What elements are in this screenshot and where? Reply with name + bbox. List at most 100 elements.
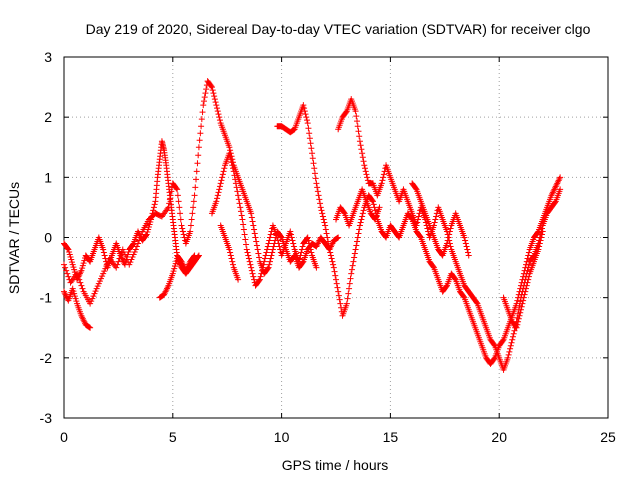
data-point <box>307 246 314 253</box>
data-point <box>314 184 321 191</box>
data-point <box>356 226 363 233</box>
data-point <box>168 188 175 195</box>
data-point <box>343 300 350 307</box>
series-track-10 <box>409 180 472 259</box>
series-track-11 <box>500 228 546 331</box>
data-point <box>248 264 255 271</box>
data-point <box>230 168 237 175</box>
data-point <box>121 251 128 258</box>
x-tick-label: 0 <box>60 429 68 445</box>
data-point <box>344 295 351 302</box>
data-point <box>243 241 250 248</box>
data-point <box>115 258 122 265</box>
data-point <box>516 312 523 319</box>
data-point <box>127 259 134 266</box>
data-point <box>335 234 342 241</box>
data-point <box>414 219 421 226</box>
data-point <box>214 195 221 202</box>
data-point <box>251 230 258 237</box>
data-point <box>290 240 297 247</box>
data-point <box>198 123 205 130</box>
data-point <box>340 209 347 216</box>
data-point <box>94 283 101 290</box>
data-point <box>76 276 83 283</box>
data-point <box>538 225 545 232</box>
data-point <box>319 213 326 220</box>
y-tick-label: -3 <box>40 410 53 426</box>
data-point <box>517 309 524 316</box>
data-point <box>552 199 559 206</box>
data-point <box>525 252 532 259</box>
data-point <box>525 273 532 280</box>
data-point <box>71 266 78 273</box>
data-point <box>513 324 520 331</box>
data-point <box>218 177 225 184</box>
data-point <box>345 290 352 297</box>
data-point <box>131 249 138 256</box>
data-point <box>193 176 200 183</box>
data-point <box>120 249 127 256</box>
data-point <box>234 188 241 195</box>
data-point <box>63 267 70 274</box>
data-point <box>101 268 108 275</box>
data-point <box>321 219 328 226</box>
data-point <box>328 255 335 262</box>
data-point <box>241 231 248 238</box>
data-point <box>142 232 149 239</box>
data-point <box>70 288 77 295</box>
data-point <box>332 272 339 279</box>
data-point <box>250 222 257 229</box>
data-point <box>134 240 141 247</box>
data-point <box>557 174 564 181</box>
data-point <box>228 255 235 262</box>
data-point <box>298 249 305 256</box>
data-point <box>128 256 135 263</box>
data-point <box>100 270 107 277</box>
data-point <box>319 210 326 217</box>
data-point <box>264 243 271 250</box>
data-point <box>95 280 102 287</box>
data-point <box>430 263 437 270</box>
data-point <box>297 252 304 259</box>
data-point <box>270 243 277 250</box>
data-point <box>255 250 262 257</box>
data-point <box>116 255 123 262</box>
data-point <box>232 176 239 183</box>
data-point <box>306 243 313 250</box>
data-point <box>195 152 202 159</box>
data-point <box>208 83 215 90</box>
data-point <box>101 252 108 259</box>
data-point <box>298 246 305 253</box>
data-point <box>219 174 226 181</box>
data-point <box>179 228 186 235</box>
data-point <box>129 254 136 261</box>
data-point <box>133 243 140 250</box>
data-point <box>347 275 354 282</box>
data-point <box>103 263 110 270</box>
data-point <box>539 228 546 235</box>
data-point <box>81 257 88 264</box>
y-tick-label: 1 <box>44 169 52 185</box>
data-point <box>413 222 420 229</box>
data-point <box>354 234 361 241</box>
data-point <box>363 171 370 178</box>
data-point <box>198 116 205 123</box>
x-tick-label: 10 <box>274 429 290 445</box>
data-point <box>96 278 103 285</box>
data-point <box>195 253 202 260</box>
data-point <box>190 204 197 211</box>
data-point <box>259 267 266 274</box>
data-point <box>334 284 341 291</box>
data-point <box>226 144 233 151</box>
data-point <box>266 261 273 268</box>
data-point <box>219 171 226 178</box>
data-point <box>248 210 255 217</box>
y-tick-label: 3 <box>44 49 52 65</box>
data-point <box>244 249 251 256</box>
data-point <box>200 102 207 109</box>
data-point <box>323 230 330 237</box>
data-point <box>352 108 359 115</box>
data-point <box>313 180 320 187</box>
data-point <box>78 282 85 289</box>
data-point <box>288 231 295 238</box>
